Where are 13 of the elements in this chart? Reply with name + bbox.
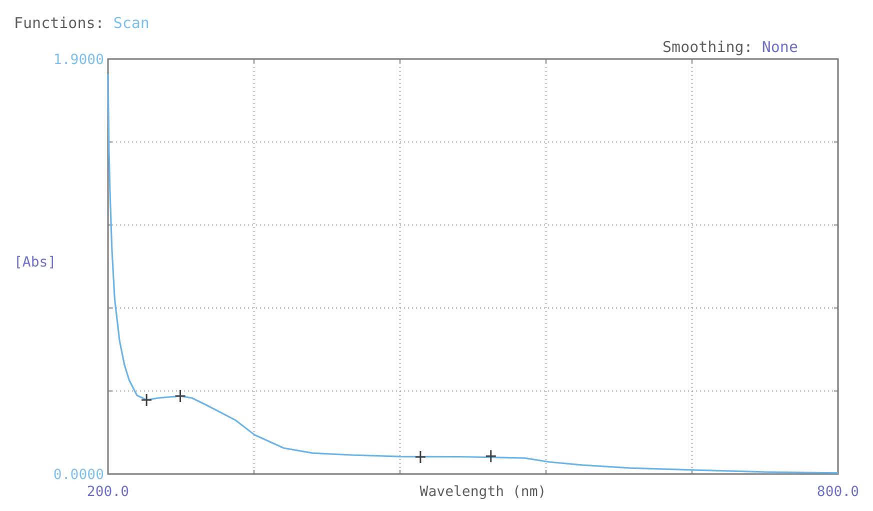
x-axis-title: Wavelength (nm) <box>420 484 546 500</box>
chart-title: Functions: Scan <box>14 14 150 32</box>
point <box>174 389 186 403</box>
chart-subtitle: Smoothing: None <box>662 38 798 56</box>
line-series <box>107 73 839 474</box>
point <box>140 393 152 407</box>
point <box>414 450 426 464</box>
y-tick-label: 0.0000 <box>53 467 104 483</box>
x-tick-label: 200.0 <box>86 484 130 500</box>
point <box>485 449 497 463</box>
x-tick-label: 800.0 <box>816 484 860 500</box>
y-tick-label: 1.9000 <box>53 52 104 68</box>
y-axis-title: [Abs] <box>14 254 56 270</box>
